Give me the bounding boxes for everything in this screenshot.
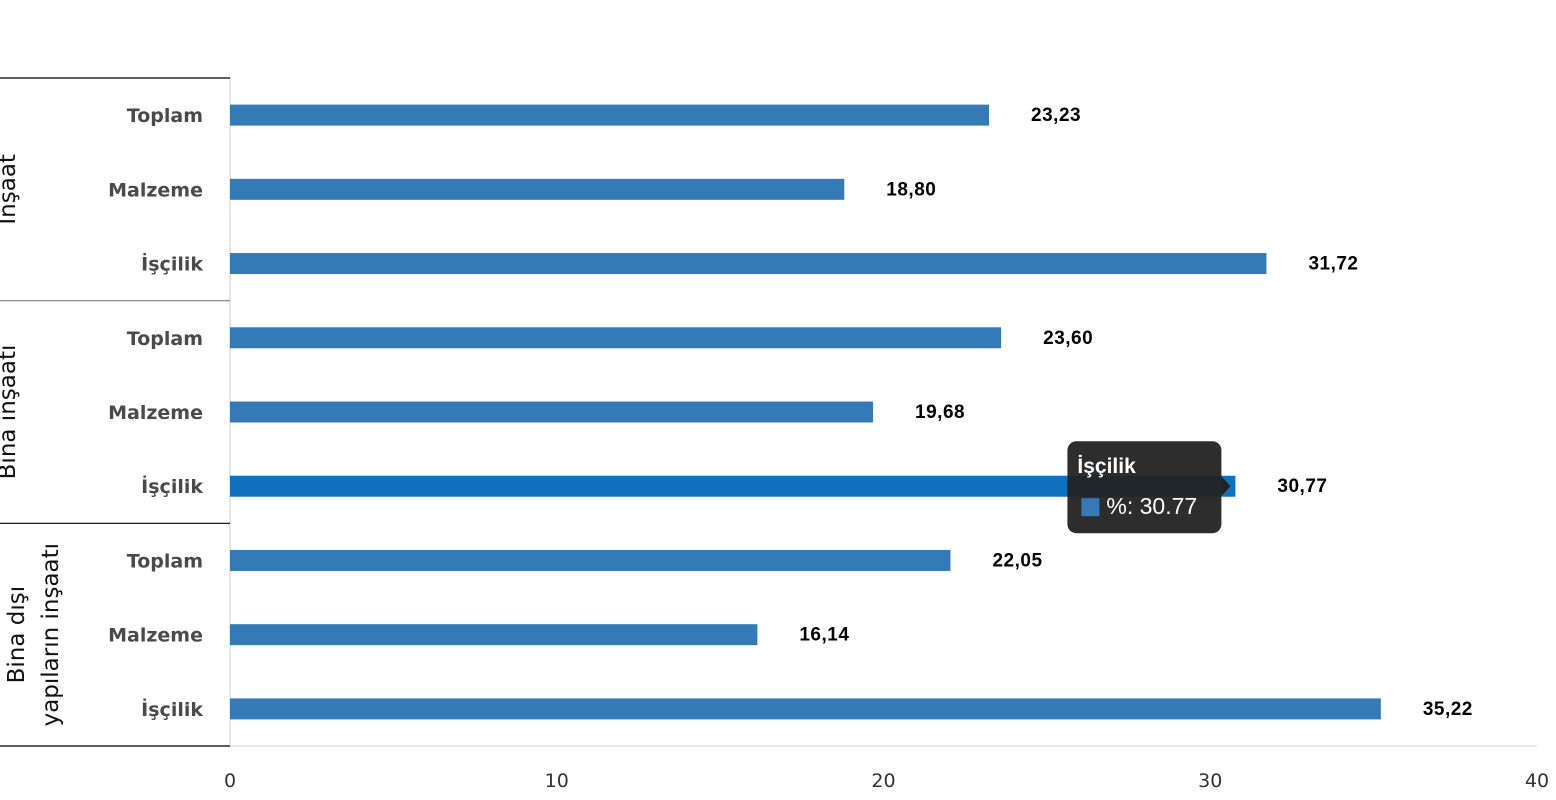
value-label: 19,68 <box>915 402 965 423</box>
value-label: 22,05 <box>992 550 1042 571</box>
category-label: İşçilik <box>141 252 203 276</box>
bar <box>230 475 1236 497</box>
bar <box>230 104 990 126</box>
value-label: 30,77 <box>1277 476 1327 497</box>
value-label: 35,22 <box>1423 699 1473 720</box>
x-tick-label: 0 <box>224 770 236 792</box>
group-label-line: Bina dışı <box>4 586 30 684</box>
value-label: 31,72 <box>1308 254 1358 275</box>
group-label-line: yapıların inşaatı <box>38 543 64 726</box>
x-tick-label: 20 <box>871 770 895 792</box>
category-label: Malzeme <box>108 179 203 201</box>
category-label: Malzeme <box>108 402 203 424</box>
chart-tooltip: İşçilik %: 30.77 <box>1067 441 1231 534</box>
tooltip-swatch <box>1081 498 1100 517</box>
category-label: Toplam <box>127 328 203 350</box>
chart-bars <box>230 104 1381 720</box>
category-label: İşçilik <box>141 474 203 498</box>
bar <box>230 624 758 646</box>
x-tick-label: 30 <box>1198 770 1222 792</box>
category-label: Toplam <box>127 550 203 572</box>
bar <box>230 401 874 423</box>
group-label: İnşaat <box>0 154 21 225</box>
bar <box>230 698 1381 720</box>
x-tick-label: 40 <box>1525 770 1549 792</box>
value-label: 23,23 <box>1031 105 1081 126</box>
group-label: Bina inşaatı <box>0 345 21 480</box>
category-label: Toplam <box>127 105 203 127</box>
group-label: Bina dışı yapıların inşaatı <box>4 543 64 726</box>
tooltip-pointer <box>1221 476 1231 497</box>
bar <box>230 178 845 200</box>
bar <box>230 327 1002 349</box>
tooltip-value: %: 30.77 <box>1106 493 1197 519</box>
x-tick-label: 10 <box>545 770 569 792</box>
value-label: 16,14 <box>799 625 849 646</box>
tooltip-title: İşçilik <box>1077 455 1136 478</box>
value-label: 23,60 <box>1043 328 1093 349</box>
tooltip-box <box>1067 441 1222 534</box>
value-label: 18,80 <box>886 179 936 200</box>
chart-labels: 0 10 20 30 40 İnşaat Toplam 23,23 Malzeme 18,80 İş… <box>0 105 1549 792</box>
category-label: Malzeme <box>108 625 203 647</box>
category-label: İşçilik <box>141 697 203 721</box>
bar <box>230 549 951 571</box>
bar <box>230 253 1267 275</box>
